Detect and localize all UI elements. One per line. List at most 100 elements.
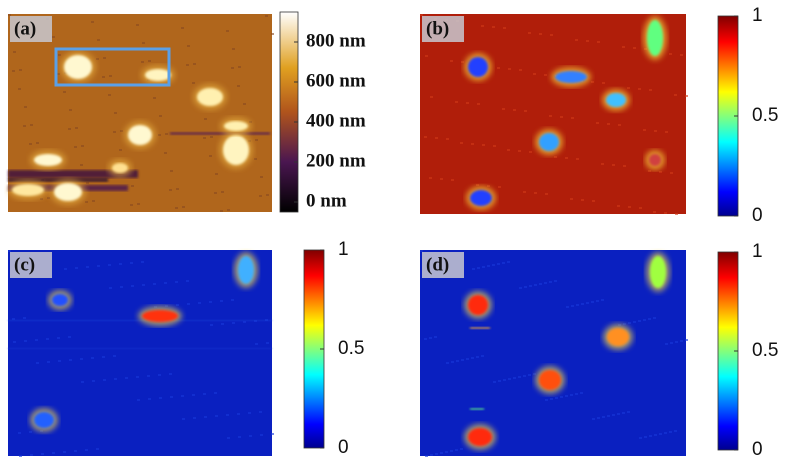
image-speckle (529, 285, 532, 287)
image-speckle (664, 432, 667, 434)
image-speckle (508, 378, 511, 380)
image-speckle (560, 396, 563, 398)
image-speckle (502, 108, 505, 110)
image-speckle (425, 55, 428, 57)
image-speckle (159, 115, 162, 117)
image-speckle (440, 452, 443, 454)
image-speckle (102, 76, 105, 78)
image-speckle (58, 54, 61, 56)
image-feature (12, 184, 44, 196)
image-speckle (130, 204, 133, 206)
image-speckle (204, 118, 207, 120)
image-speckle (580, 392, 583, 394)
image-speckle (226, 414, 229, 416)
image-speckle (210, 136, 213, 138)
panel: (b) 1 0.5 0 (420, 5, 778, 226)
image-speckle (46, 338, 49, 340)
image-speckle (13, 341, 16, 343)
image-speckle (617, 205, 620, 207)
image-speckle (644, 436, 647, 438)
image-speckle (181, 27, 184, 29)
image-speckle (75, 127, 78, 129)
image-speckle (255, 139, 258, 141)
image-speckle (654, 434, 657, 436)
image-feature (539, 133, 559, 151)
image-speckle (19, 455, 22, 457)
image-feature (647, 20, 663, 56)
image-speckle (47, 197, 50, 199)
image-speckle (238, 436, 241, 438)
image-speckle (622, 412, 625, 414)
image-speckle (85, 201, 88, 203)
image-speckle (456, 360, 459, 362)
image-speckle (187, 303, 190, 305)
image-speckle (675, 213, 678, 215)
image-speckle (455, 449, 458, 451)
image-speckle (487, 185, 490, 187)
image-speckle (591, 81, 594, 83)
image-speckle (592, 418, 595, 420)
image-speckle (519, 287, 522, 289)
image-speckle (175, 207, 178, 209)
image-speckle (103, 57, 106, 59)
colorbar-tick-label: 1 (752, 241, 763, 262)
image-speckle (30, 124, 33, 126)
image-speckle (68, 336, 71, 338)
image-speckle (226, 30, 229, 32)
image-speckle (18, 432, 21, 434)
image-speckle (429, 177, 432, 179)
panel-label: (d) (426, 254, 449, 275)
image-speckle (182, 206, 185, 208)
image-speckle (91, 21, 94, 23)
image-speckle (627, 87, 630, 89)
image-speckle (198, 302, 201, 304)
image-speckle (214, 192, 217, 194)
image-speckle (420, 250, 423, 252)
image-speckle (52, 452, 55, 454)
image-speckle (623, 323, 626, 325)
image-speckle (81, 145, 84, 147)
image-speckle (249, 121, 252, 123)
image-speckle (142, 42, 145, 44)
image-speckle (627, 411, 630, 413)
image-feature (34, 154, 62, 166)
image-speckle (570, 198, 573, 200)
image-streak (8, 178, 108, 182)
image-speckle (649, 89, 652, 91)
image-speckle (685, 95, 688, 97)
image-speckle (450, 450, 453, 452)
image-speckle (643, 319, 646, 321)
image-speckle (221, 191, 224, 193)
image-speckle (601, 299, 604, 301)
image-speckle (103, 379, 106, 381)
image-speckle (192, 394, 195, 396)
image-speckle (586, 40, 589, 42)
image-speckle (203, 137, 206, 139)
image-speckle (670, 172, 673, 174)
image-speckle (466, 102, 469, 104)
image-feature (555, 71, 587, 83)
image-speckle (24, 340, 27, 342)
image-speckle (424, 338, 427, 340)
image-speckle (220, 210, 223, 212)
image-speckle (669, 53, 672, 55)
image-speckle (669, 431, 672, 433)
image-feature (539, 370, 561, 390)
image-speckle (36, 362, 39, 364)
panel-label-background (422, 252, 464, 278)
image-speckle (420, 14, 423, 16)
image-speckle (554, 156, 557, 158)
image-feature (468, 295, 488, 315)
image-speckle (63, 91, 66, 93)
image-speckle (549, 281, 552, 283)
image-feature (54, 183, 82, 201)
image-speckle (221, 323, 224, 325)
image-speckle (243, 103, 246, 105)
image-speckle (539, 283, 542, 285)
image-speckle (550, 34, 553, 36)
image-speckle (141, 261, 144, 263)
image-speckle (476, 356, 479, 358)
colorbar (279, 11, 299, 213)
colorbar-tick-label: 0 (338, 437, 349, 458)
image-speckle (665, 343, 668, 345)
